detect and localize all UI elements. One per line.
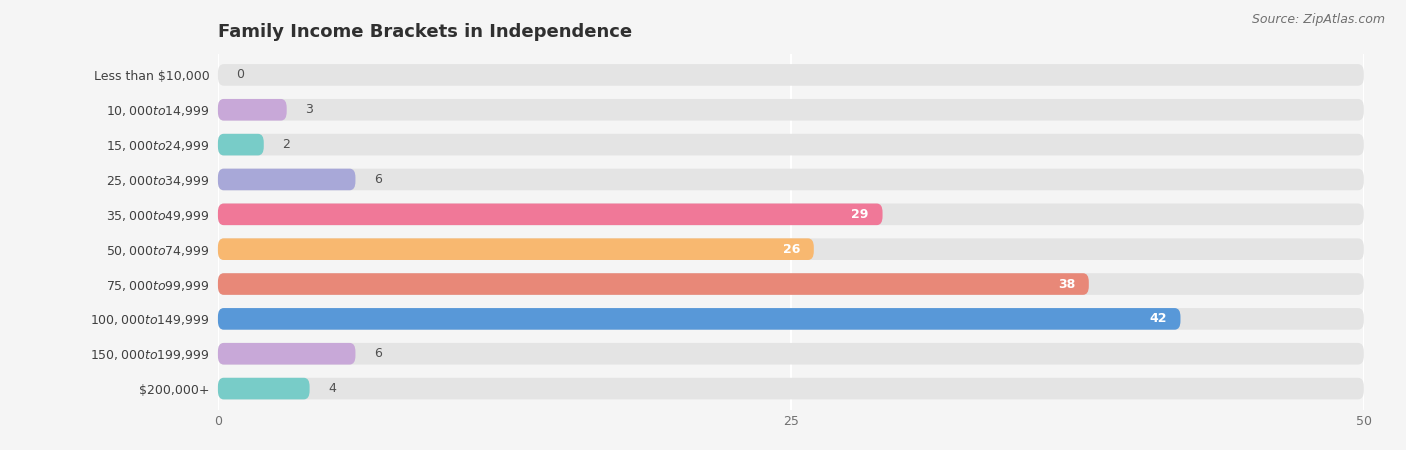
FancyBboxPatch shape [218,273,1364,295]
Text: 42: 42 [1149,312,1167,325]
Text: 6: 6 [374,347,381,360]
FancyBboxPatch shape [218,308,1364,330]
FancyBboxPatch shape [218,99,287,121]
Text: 4: 4 [328,382,336,395]
FancyBboxPatch shape [218,99,1364,121]
Text: 0: 0 [236,68,245,81]
FancyBboxPatch shape [218,343,356,364]
Text: Family Income Brackets in Independence: Family Income Brackets in Independence [218,23,633,41]
Text: 38: 38 [1057,278,1076,291]
FancyBboxPatch shape [218,64,1364,86]
FancyBboxPatch shape [218,169,1364,190]
FancyBboxPatch shape [218,169,356,190]
FancyBboxPatch shape [218,378,1364,400]
FancyBboxPatch shape [218,238,1364,260]
FancyBboxPatch shape [218,308,1181,330]
FancyBboxPatch shape [218,378,309,400]
Text: Source: ZipAtlas.com: Source: ZipAtlas.com [1251,14,1385,27]
Text: 26: 26 [783,243,800,256]
FancyBboxPatch shape [218,203,883,225]
Text: 6: 6 [374,173,381,186]
FancyBboxPatch shape [218,238,814,260]
FancyBboxPatch shape [218,203,1364,225]
Text: 2: 2 [283,138,290,151]
FancyBboxPatch shape [218,134,1364,155]
Text: 29: 29 [852,208,869,221]
Text: 3: 3 [305,103,314,116]
FancyBboxPatch shape [218,343,1364,364]
FancyBboxPatch shape [218,134,264,155]
FancyBboxPatch shape [218,273,1088,295]
